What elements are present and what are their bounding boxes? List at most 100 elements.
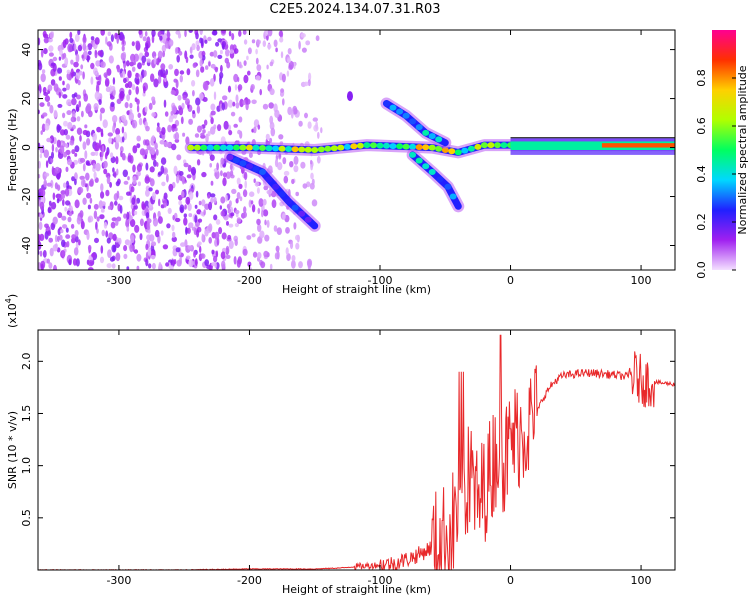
noise-blob [228, 130, 233, 136]
main-line-mark [232, 144, 240, 151]
noise-blob [280, 88, 285, 93]
noise-blob [145, 162, 149, 171]
figure-title: C2E5.2024.134.07.31.R03 [269, 2, 441, 17]
main-line-mark [246, 144, 253, 151]
noise-blob [164, 40, 170, 49]
noise-blob [260, 261, 266, 269]
noise-blob [201, 199, 206, 207]
main-line-mark [376, 142, 384, 149]
noise-blob [257, 207, 261, 214]
noise-blob [93, 210, 98, 219]
noise-blob [228, 30, 232, 37]
noise-blob [121, 45, 125, 52]
noise-blob [196, 229, 200, 238]
noise-blob [303, 81, 309, 87]
noise-blob [132, 145, 138, 154]
noise-blob [256, 39, 260, 48]
noise-blob [96, 216, 100, 222]
noise-blob [184, 204, 187, 210]
y-tick-label: 0 [20, 144, 33, 151]
noise-blob [126, 211, 130, 220]
noise-blob [183, 213, 187, 218]
noise-blob [236, 217, 242, 224]
noise-blob [199, 58, 203, 67]
noise-blob [115, 128, 121, 135]
x-tick-label: -300 [106, 274, 131, 287]
noise-blob [50, 79, 56, 86]
noise-blob [267, 79, 271, 84]
noise-blob [127, 70, 132, 79]
upper-branch-mark [422, 129, 430, 136]
noise-blob [62, 80, 65, 86]
noise-blob [119, 205, 123, 214]
noise-blob [38, 59, 42, 67]
noise-blob [52, 244, 58, 252]
noise-blob [145, 125, 150, 132]
noise-blob [66, 69, 71, 75]
noise-blob [243, 206, 247, 214]
noise-blob [130, 186, 135, 193]
noise-blob [175, 217, 181, 223]
noise-blob [150, 136, 156, 142]
noise-blob [256, 252, 262, 259]
noise-blob [86, 138, 91, 146]
noise-blob [242, 248, 248, 256]
noise-blob [131, 66, 136, 72]
noise-blob [274, 158, 279, 168]
noise-blob [106, 68, 112, 76]
noise-blob [42, 250, 47, 258]
noise-blob [65, 234, 71, 239]
noise-blob [155, 58, 160, 65]
noise-blob [110, 152, 114, 159]
noise-blob [112, 77, 116, 85]
noise-blob [196, 209, 202, 215]
noise-blob [40, 73, 46, 83]
noise-blob [239, 98, 244, 108]
noise-blob [201, 171, 207, 178]
noise-blob [222, 177, 227, 187]
x-tick-label: 100 [631, 574, 652, 587]
noise-blob [176, 259, 182, 267]
noise-blob [93, 171, 97, 180]
noise-blob [140, 74, 143, 83]
noise-blob [103, 72, 108, 78]
noise-blob [136, 143, 141, 149]
main-line-mark [448, 148, 456, 155]
noise-blob [148, 187, 153, 192]
noise-blob [120, 73, 123, 78]
noise-blob [263, 209, 269, 217]
noise-blob [197, 125, 202, 133]
x-tick-label: 0 [507, 274, 514, 287]
noise-blob [298, 120, 303, 127]
noise-blob [115, 252, 121, 262]
noise-blob [227, 99, 234, 108]
noise-blob [170, 111, 174, 116]
noise-blob [79, 157, 86, 163]
noise-blob [132, 175, 137, 185]
noise-blob [126, 266, 130, 270]
noise-blob [69, 140, 75, 146]
noise-blob [198, 92, 204, 101]
noise-blob [65, 166, 69, 172]
noise-blob [76, 127, 83, 135]
noise-blob [283, 170, 290, 176]
noise-blob [125, 191, 131, 196]
noise-blob [67, 216, 72, 223]
noise-blob [87, 244, 92, 251]
noise-blob [147, 247, 152, 257]
noise-blob [183, 217, 188, 226]
noise-blob [94, 237, 99, 244]
noise-blob [39, 145, 44, 154]
noise-blob [210, 117, 214, 125]
noise-blob [52, 192, 56, 200]
noise-blob [82, 129, 89, 136]
main-line-mark [409, 143, 417, 150]
noise-blob [62, 94, 68, 99]
noise-blob [51, 201, 57, 210]
noise-blob [87, 50, 92, 56]
noise-blob [63, 129, 68, 136]
noise-blob [58, 76, 62, 81]
noise-blob [278, 134, 284, 140]
noise-blob [242, 189, 248, 198]
noise-blob [53, 264, 57, 270]
